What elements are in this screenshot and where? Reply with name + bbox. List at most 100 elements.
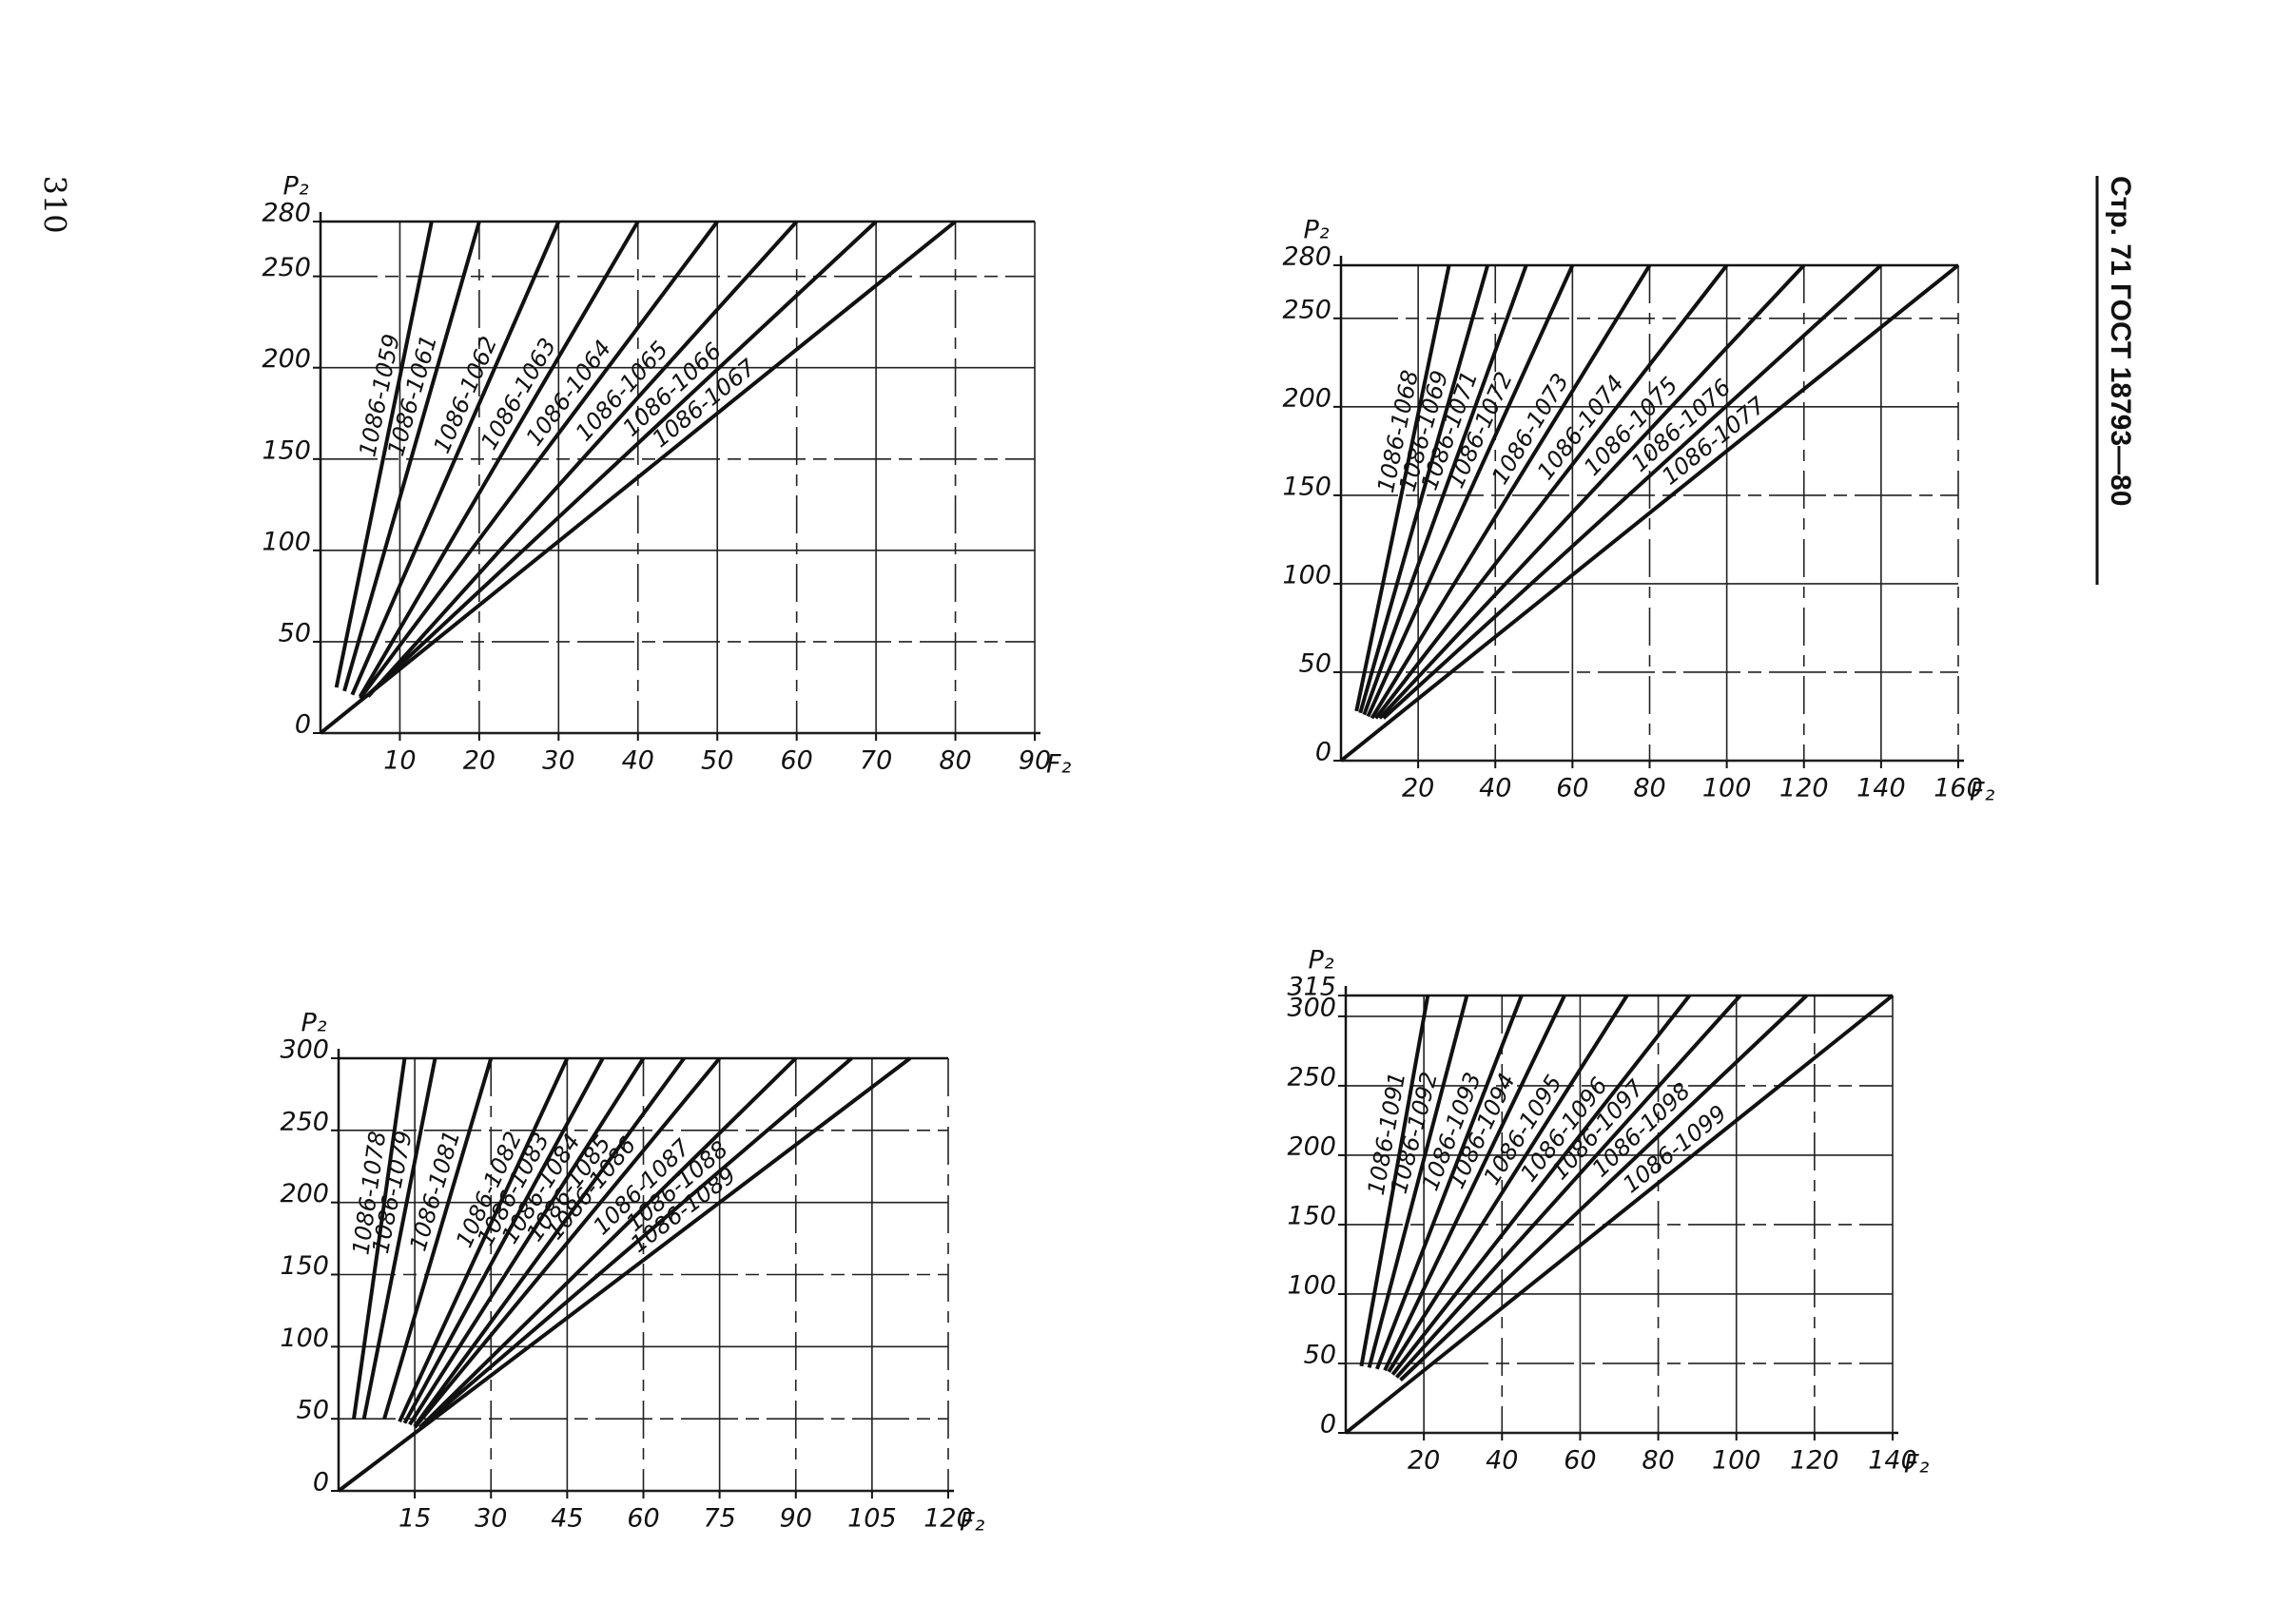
y-tick-label: 100 <box>280 1324 329 1353</box>
series-line <box>358 220 640 698</box>
series-line <box>413 1056 722 1429</box>
y-tick-label: 100 <box>262 527 311 556</box>
series-line <box>1362 264 1528 716</box>
series-line <box>1399 994 1809 1382</box>
series-line <box>1383 995 1566 1372</box>
x-axis-label: F₂ <box>1904 1450 1930 1479</box>
y-tick-label: 0 <box>1315 738 1331 767</box>
x-axis-label: F₂ <box>1046 750 1072 780</box>
series-line <box>350 221 561 696</box>
x-tick-label: 70 <box>860 746 892 776</box>
x-tick-label: 60 <box>1556 774 1588 803</box>
series-line <box>361 1057 437 1420</box>
series-line <box>342 221 481 692</box>
x-tick-label: 40 <box>622 746 654 776</box>
x-tick-label: 30 <box>475 1504 507 1534</box>
series-line <box>382 1057 494 1420</box>
x-tick-label: 120 <box>1779 774 1829 803</box>
series-line <box>1367 995 1469 1368</box>
x-tick-label: 10 <box>383 746 416 776</box>
page-number: 310 <box>37 175 73 233</box>
series-line <box>1359 995 1430 1367</box>
x-tick-label: 45 <box>551 1504 583 1534</box>
y-tick-label: 0 <box>313 1468 329 1498</box>
y-axis-label: P₂ <box>1303 216 1329 245</box>
series-line <box>1374 995 1524 1370</box>
y-tick-label: 150 <box>262 435 311 465</box>
x-tick-label: 80 <box>939 746 971 776</box>
x-tick-label: 160 <box>1934 774 1983 803</box>
y-tick-label: 300 <box>280 1035 329 1065</box>
series-line <box>1358 264 1490 714</box>
y-tick-label: 50 <box>279 618 311 648</box>
series-line <box>418 1056 853 1429</box>
series-line <box>1382 263 1883 720</box>
x-tick-label: 80 <box>1642 1446 1674 1476</box>
y-tick-label: 200 <box>262 344 311 374</box>
series-line <box>398 1057 570 1423</box>
x-tick-label: 30 <box>542 746 574 776</box>
x-tick-label: 20 <box>1402 774 1434 803</box>
y-tick-label: 100 <box>1282 560 1331 590</box>
series-line <box>413 1056 686 1427</box>
series-line <box>1370 263 1652 720</box>
series-line <box>1344 994 1895 1435</box>
y-tick-label: 315 <box>1287 973 1336 1002</box>
y-tick-label: 150 <box>1282 472 1331 501</box>
y-tick-label: 280 <box>262 199 311 228</box>
x-tick-label: 120 <box>1790 1446 1839 1476</box>
x-tick-label: 90 <box>780 1504 812 1534</box>
y-tick-label: 50 <box>1299 648 1331 678</box>
x-axis-label: F₂ <box>960 1508 985 1537</box>
x-tick-label: 100 <box>1702 774 1752 803</box>
y-tick-label: 250 <box>262 253 311 282</box>
y-tick-label: 200 <box>1282 383 1331 413</box>
series-line <box>1387 994 1629 1373</box>
x-tick-label: 40 <box>1486 1446 1518 1476</box>
x-tick-label: 15 <box>398 1504 431 1534</box>
x-tick-label: 120 <box>923 1504 973 1534</box>
x-tick-label: 90 <box>1019 746 1051 776</box>
series-line <box>1354 264 1451 712</box>
x-tick-label: 140 <box>1868 1446 1917 1476</box>
y-tick-label: 200 <box>280 1179 329 1208</box>
series-line <box>337 1056 912 1493</box>
y-tick-label: 250 <box>1282 295 1331 324</box>
series-line <box>359 220 719 700</box>
y-tick-label: 280 <box>1282 242 1331 272</box>
series-line <box>366 220 878 697</box>
y-axis-label: P₂ <box>301 1009 326 1038</box>
series-line <box>366 220 799 698</box>
series-line <box>1378 263 1806 720</box>
y-tick-label: 100 <box>1287 1270 1336 1300</box>
y-tick-label: 250 <box>280 1107 329 1136</box>
x-tick-label: 40 <box>1479 774 1511 803</box>
x-axis-label: F₂ <box>1970 778 1995 807</box>
y-tick-label: 50 <box>297 1396 329 1425</box>
x-tick-label: 75 <box>703 1504 735 1534</box>
x-tick-label: 80 <box>1633 774 1665 803</box>
series-line <box>319 220 957 735</box>
series-line <box>408 1056 646 1426</box>
series-line <box>352 1057 407 1420</box>
y-tick-label: 300 <box>1287 993 1336 1022</box>
y-tick-label: 250 <box>1287 1062 1336 1092</box>
y-axis-label: P₂ <box>282 172 308 202</box>
x-tick-label: 60 <box>780 746 812 776</box>
series-line <box>1366 264 1575 718</box>
y-tick-label: 0 <box>1320 1410 1336 1440</box>
y-tick-label: 50 <box>1304 1340 1336 1369</box>
series-line <box>418 1056 798 1429</box>
series-line <box>402 1057 605 1424</box>
y-tick-label: 150 <box>1287 1201 1336 1230</box>
x-tick-label: 100 <box>1712 1446 1761 1476</box>
x-tick-label: 60 <box>1564 1446 1596 1476</box>
y-axis-label: P₂ <box>1308 946 1333 976</box>
y-tick-label: 150 <box>280 1251 329 1281</box>
x-tick-label: 105 <box>847 1504 897 1534</box>
x-tick-label: 20 <box>1408 1446 1440 1476</box>
